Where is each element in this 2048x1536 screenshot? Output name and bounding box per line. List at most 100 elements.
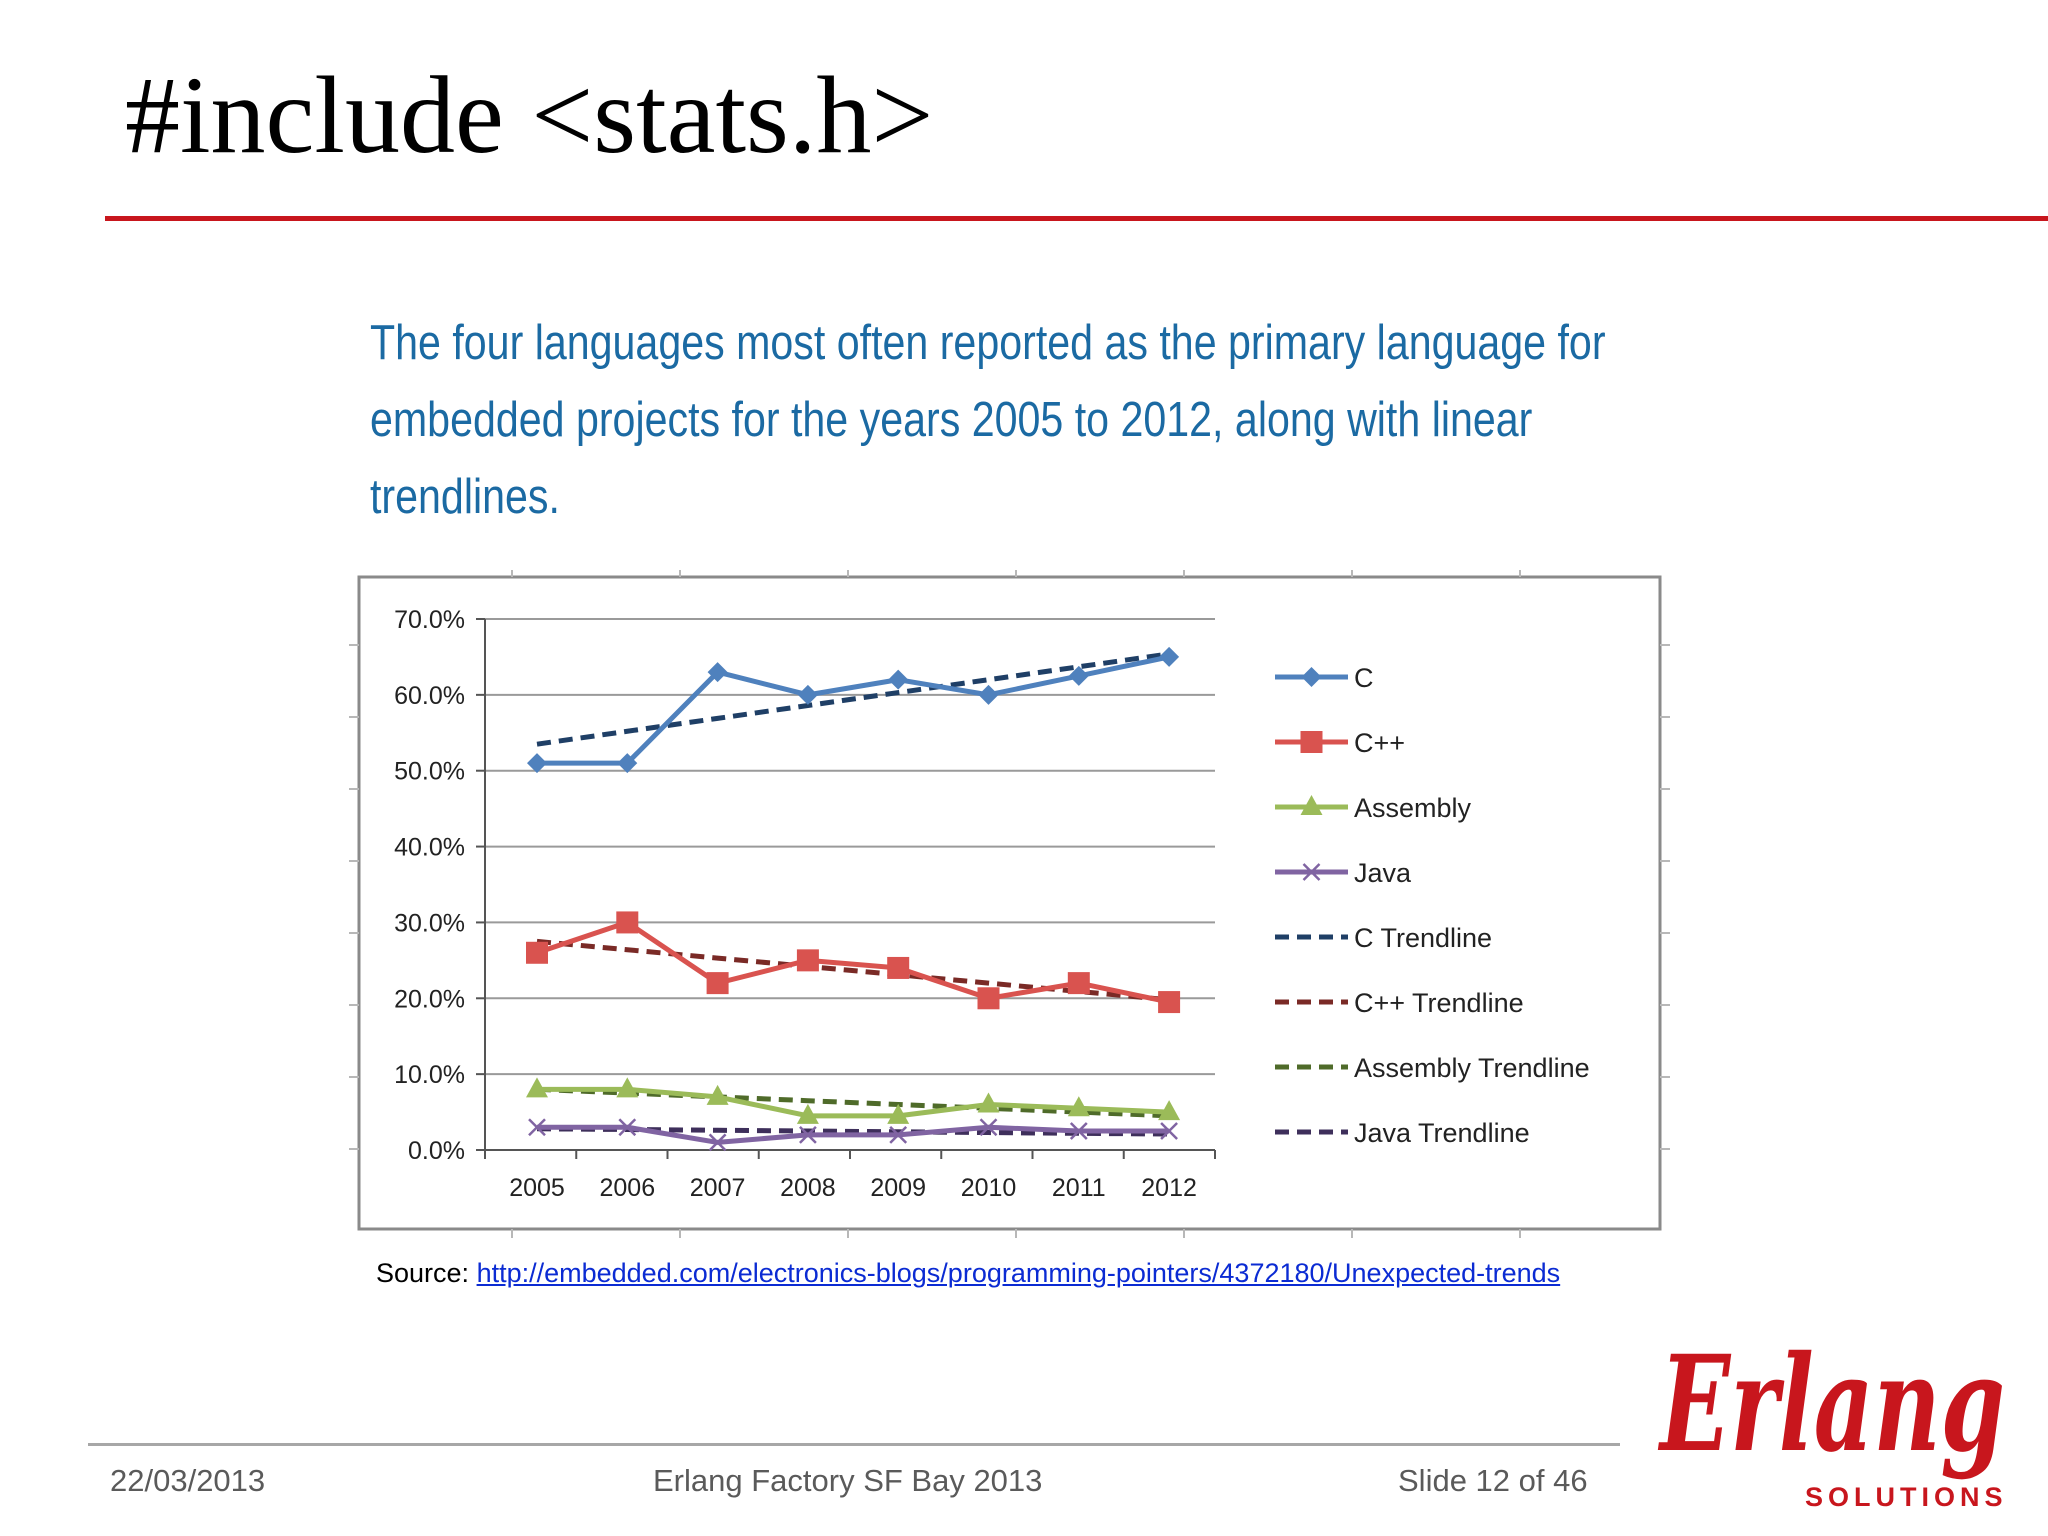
legend-item: Assembly Trendline: [1275, 1053, 1590, 1083]
legend-label: C++ Trendline: [1354, 988, 1524, 1018]
data-point-marker: [528, 1118, 546, 1137]
data-point-marker: [1158, 1100, 1181, 1121]
y-tick-label: 60.0%: [394, 682, 465, 710]
x-tick-label: 2006: [599, 1174, 655, 1202]
data-point-marker: [618, 1118, 637, 1137]
data-point-marker: [796, 1103, 819, 1124]
source-link[interactable]: http://embedded.com/electronics-blogs/pr…: [476, 1258, 1561, 1288]
data-point-marker: [1069, 1122, 1088, 1140]
series-line: [537, 1124, 1170, 1145]
data-point-marker: [797, 684, 818, 705]
data-point-marker: [1067, 1096, 1090, 1117]
series-line: [536, 919, 1170, 1005]
series-cpp-trendline: [536, 938, 1170, 1003]
logo-subtitle: SOLUTIONS: [1805, 1482, 2008, 1512]
y-axis-tick-labels: 70.0% 60.0% 50.0% 40.0% 30.0% 20.0% 10.0% 0.0%: [394, 606, 465, 1165]
x-tick-label: 2011: [1052, 1174, 1106, 1202]
series-c: [527, 646, 1180, 774]
data-point-marker: [1301, 667, 1322, 687]
chart-frame: [357, 575, 1662, 1231]
logo-wordmark: Erlang: [1657, 1327, 2005, 1482]
data-point-marker: [977, 987, 1000, 1010]
marker-stroke: [528, 1118, 546, 1137]
legend-item: Java: [1275, 858, 1412, 888]
slide-title: #include <stats.h>: [125, 54, 934, 176]
data-point-marker: [977, 1092, 1000, 1113]
data-point-marker: [888, 669, 909, 690]
data-point-marker: [1300, 795, 1323, 815]
chart-caption: The four languages most often reported a…: [370, 316, 1606, 524]
series-java: [528, 1118, 1178, 1152]
marker-stroke: [1160, 1122, 1178, 1140]
series-assembly: [526, 1077, 1181, 1124]
series-java-trendline: [536, 1126, 1170, 1137]
data-point-marker: [1302, 863, 1321, 881]
legend-item: Assembly: [1275, 793, 1472, 823]
legend-item: C++: [1275, 728, 1405, 758]
legend-label: Java: [1354, 858, 1412, 888]
data-point-marker: [1158, 991, 1181, 1014]
data-point-marker: [887, 956, 910, 979]
data-point-marker: [706, 1084, 729, 1105]
line-chart: 70.0%60.0%50.0%40.0%30.0%20.0%10.0%0.0% …: [349, 570, 1670, 1238]
x-tick-label: 2007: [690, 1174, 746, 1202]
chart-legend: C C++ Assembly Java C Trendline C++ Trendline…: [1275, 663, 1590, 1148]
legend-item: Java Trendline: [1275, 1118, 1530, 1148]
data-point-marker: [1159, 646, 1180, 667]
legend-item: C++ Trendline: [1275, 988, 1524, 1018]
x-axis-tick-labels: 2005 2006 2007 2008 2009 2010 2011 2012: [509, 1174, 1197, 1202]
footer-slide-number: Slide 12 of 46: [1398, 1463, 1588, 1498]
legend-label: Assembly Trendline: [1354, 1053, 1590, 1083]
trendline: [536, 1126, 1170, 1137]
marker-stroke: [618, 1118, 637, 1137]
x-tick-label: 2012: [1141, 1174, 1197, 1202]
data-point-marker: [617, 753, 638, 774]
marker-stroke: [889, 1125, 908, 1144]
y-tick-label: 50.0%: [394, 758, 465, 786]
data-point-marker: [796, 949, 819, 972]
chart-gridlines: [476, 618, 1215, 1151]
data-point-marker: [979, 1118, 998, 1137]
legend-item: C: [1275, 663, 1374, 693]
source-citation: Source: http://embedded.com/electronics-…: [376, 1258, 1560, 1289]
data-point-marker: [526, 1077, 548, 1098]
chart-axes: [484, 619, 1216, 1159]
data-point-marker: [526, 941, 548, 964]
legend-item: C Trendline: [1275, 923, 1492, 953]
y-tick-label: 30.0%: [394, 909, 465, 937]
legend-label: Assembly: [1354, 793, 1472, 823]
data-point-marker: [887, 1103, 910, 1124]
data-point-marker: [1068, 665, 1089, 686]
footer-date: 22/03/2013: [110, 1463, 266, 1498]
chart-series: [526, 646, 1181, 1152]
title-divider: [105, 216, 2048, 221]
data-point-marker: [1160, 1122, 1178, 1140]
series-c-trendline: [536, 651, 1170, 747]
y-tick-label: 70.0%: [394, 606, 465, 634]
series-cpp: [526, 911, 1181, 1014]
legend-label: C: [1354, 663, 1374, 693]
footer-divider: [88, 1443, 1620, 1446]
data-point-marker: [707, 662, 728, 683]
data-point-marker: [708, 1133, 727, 1152]
data-point-marker: [1300, 731, 1323, 753]
legend-label: C Trendline: [1354, 923, 1492, 953]
data-point-marker: [706, 972, 729, 995]
y-tick-label: 10.0%: [394, 1061, 465, 1089]
erlang-solutions-logo: Erlang SOLUTIONS: [1657, 1327, 2008, 1512]
data-point-marker: [616, 1077, 639, 1098]
data-point-marker: [616, 911, 639, 934]
marker-stroke: [799, 1125, 817, 1144]
data-point-marker: [889, 1125, 908, 1144]
legend-label: C++: [1354, 728, 1405, 758]
marker-stroke: [1302, 863, 1321, 881]
y-tick-label: 40.0%: [394, 834, 465, 862]
marker-stroke: [979, 1118, 998, 1137]
data-point-marker: [799, 1125, 817, 1144]
data-point-marker: [527, 753, 547, 774]
data-point-marker: [978, 684, 999, 705]
trendline: [536, 1086, 1170, 1119]
x-tick-label: 2009: [870, 1174, 926, 1202]
data-point-marker: [1067, 972, 1090, 995]
series-line: [537, 654, 1170, 766]
